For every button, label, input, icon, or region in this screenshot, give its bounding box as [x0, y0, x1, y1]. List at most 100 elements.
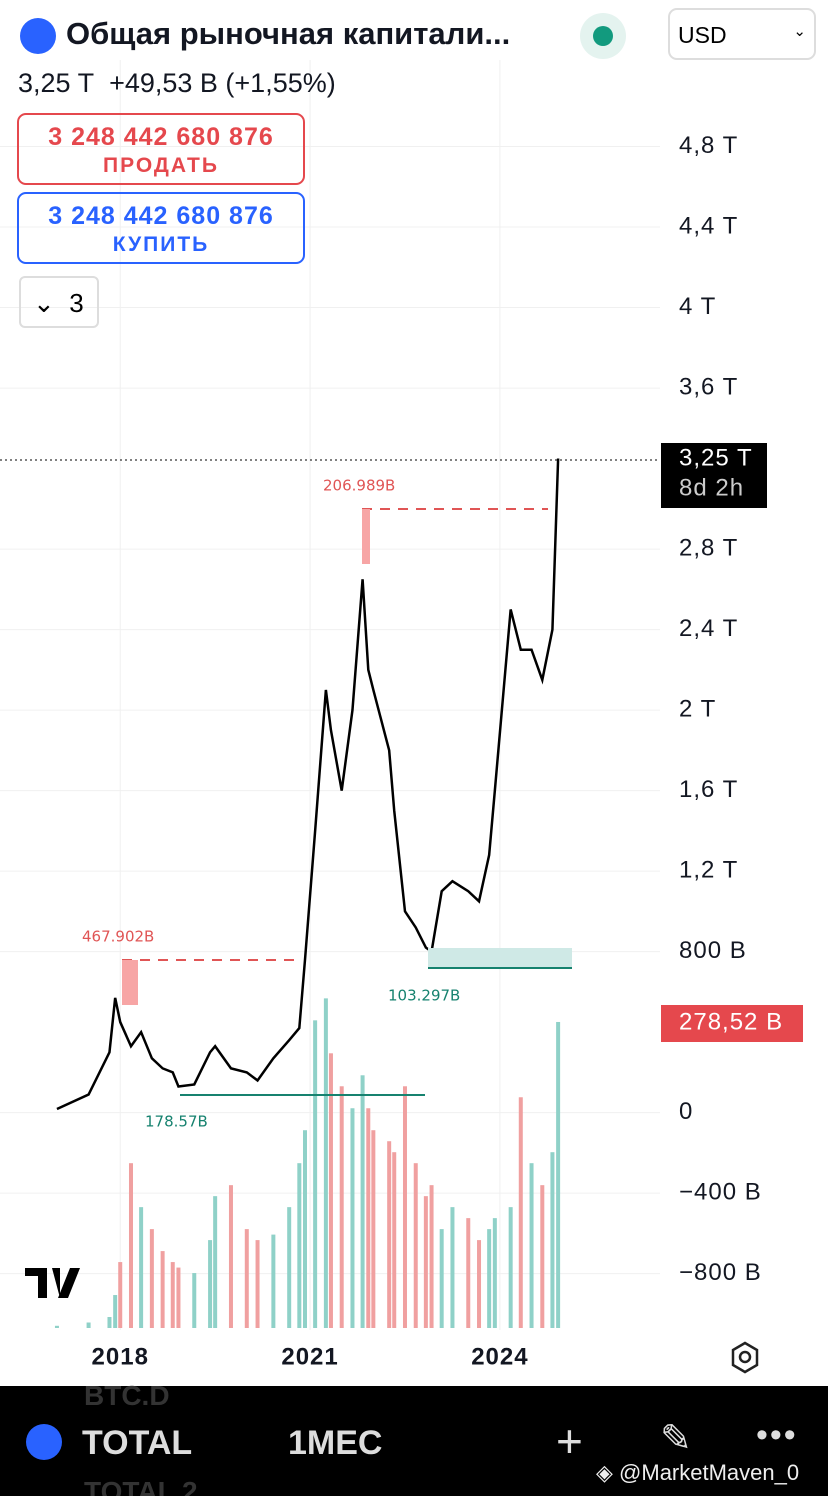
volume-bar — [402, 1086, 407, 1328]
volume-bar — [366, 1108, 371, 1328]
prev-symbol: BTC.D — [84, 1380, 170, 1411]
next-symbol: TOTAL 2 — [84, 1476, 198, 1496]
volume-bar — [423, 1196, 428, 1328]
y-tick-label: 4 T — [679, 293, 716, 320]
volume-bar — [170, 1262, 175, 1328]
volume-bar — [429, 1185, 434, 1328]
countdown: 8d 2h — [679, 474, 744, 501]
market-status[interactable] — [580, 13, 626, 59]
interval[interactable]: 1МЕС — [288, 1424, 383, 1462]
price-tag-bg — [661, 443, 767, 508]
zone — [428, 948, 572, 968]
price-tag: 3,25 T — [679, 444, 753, 471]
y-tick-label: 1,6 T — [679, 776, 738, 803]
settings-button[interactable] — [731, 1341, 759, 1374]
volume-bar — [413, 1163, 418, 1328]
volume-bar — [54, 1325, 59, 1328]
volume-bar — [149, 1229, 154, 1328]
volume-bar — [439, 1229, 444, 1328]
volume-bar — [487, 1229, 492, 1328]
volume-bar — [113, 1295, 118, 1328]
currency-select[interactable]: USD ⌄ — [668, 8, 816, 60]
volume-tag: 278,52 B — [679, 1008, 783, 1035]
volume-bar — [287, 1207, 292, 1328]
symbol-icon — [26, 1424, 62, 1460]
y-tick-label: 2,4 T — [679, 615, 738, 642]
volume-bar — [128, 1163, 133, 1328]
y-tick-label: 2,8 T — [679, 534, 738, 561]
x-tick-label: 2018 — [92, 1343, 149, 1370]
sell-price: 3 248 442 680 876 — [48, 123, 274, 151]
watermark-text: @MarketMaven_0 — [619, 1460, 800, 1485]
buy-label: КУПИТЬ — [112, 233, 210, 256]
y-tick-label: −400 B — [679, 1178, 762, 1205]
sell-button[interactable]: 3 248 442 680 876 ПРОДАТЬ — [17, 113, 305, 185]
volume-bar — [176, 1267, 181, 1328]
y-tick-label: 1,2 T — [679, 856, 738, 883]
volume-bar — [228, 1185, 233, 1328]
volume-bar — [540, 1185, 545, 1328]
volume-bar — [208, 1240, 213, 1328]
volume-bar — [371, 1130, 376, 1328]
volume-bar — [297, 1163, 302, 1328]
buy-price: 3 248 442 680 876 — [48, 202, 274, 230]
volume-bar — [477, 1240, 482, 1328]
volume-bar — [86, 1322, 91, 1328]
volume-bar — [556, 1021, 561, 1328]
volume-bar — [107, 1317, 112, 1328]
tv-logo — [25, 1268, 80, 1298]
more-button[interactable]: ••• — [756, 1416, 798, 1454]
y-tick-label: 0 — [679, 1098, 693, 1125]
draw-button[interactable]: ✎ — [660, 1418, 692, 1460]
y-tick-label: 3,6 T — [679, 373, 738, 400]
volume-bar — [328, 1053, 333, 1328]
volume-bar — [303, 1130, 308, 1328]
volume-bar — [466, 1218, 471, 1328]
volume-tag-bg — [661, 1005, 803, 1042]
zone — [122, 960, 138, 1005]
annotation: 206.989B — [323, 477, 395, 495]
volume-bar — [323, 998, 328, 1328]
volume-bar — [139, 1207, 144, 1328]
y-tick-label: 2 T — [679, 695, 716, 722]
y-tick-label: 4,4 T — [679, 212, 738, 239]
volume-bar — [160, 1251, 165, 1328]
price: 3,25 T — [18, 68, 95, 98]
volume-bar — [350, 1108, 355, 1328]
price-line — [56, 458, 560, 1111]
indicators-toggle[interactable]: ⌄ 3 — [19, 276, 99, 328]
volume-bar — [392, 1152, 397, 1328]
bottom-bar: BTC.D TOTAL 2 TOTAL 1МЕС + ✎ ••• ◈ @Mark… — [0, 1380, 828, 1496]
x-tick-label: 2021 — [281, 1343, 338, 1370]
y-tick-label: 4,8 T — [679, 132, 738, 159]
volume-bar — [550, 1152, 555, 1328]
buy-button[interactable]: 3 248 442 680 876 КУПИТЬ — [17, 192, 305, 264]
watermark: ◈ @MarketMaven_0 — [596, 1460, 800, 1485]
y-tick-label: −800 B — [679, 1259, 762, 1286]
add-button[interactable]: + — [556, 1415, 583, 1467]
volume-bar — [360, 1075, 365, 1328]
volume-bar — [518, 1097, 523, 1328]
symbol-icon — [20, 18, 56, 54]
settings-button[interactable] — [738, 1350, 752, 1364]
x-tick-label: 2024 — [471, 1343, 528, 1370]
volume-bar — [213, 1196, 218, 1328]
zone — [362, 509, 370, 564]
volume-bar — [192, 1273, 197, 1328]
volume-bar — [450, 1207, 455, 1328]
symbol[interactable]: TOTAL — [82, 1424, 193, 1462]
annotation: 467.902B — [82, 928, 154, 946]
volume-bar — [529, 1163, 534, 1328]
currency: USD — [678, 22, 727, 48]
volume-bar — [118, 1262, 123, 1328]
symbol-title[interactable]: Общая рыночная капитали... — [66, 16, 511, 51]
volume-bar — [339, 1086, 344, 1328]
volume-bar — [492, 1218, 497, 1328]
volume-bar — [387, 1141, 392, 1328]
price-row: 3,25 T +49,53 B (+1,55%) — [18, 68, 336, 99]
y-tick-label: 800 B — [679, 937, 747, 964]
change: +49,53 B (+1,55%) — [109, 68, 336, 98]
volume-bar — [508, 1207, 513, 1328]
volume-bar — [244, 1229, 249, 1328]
